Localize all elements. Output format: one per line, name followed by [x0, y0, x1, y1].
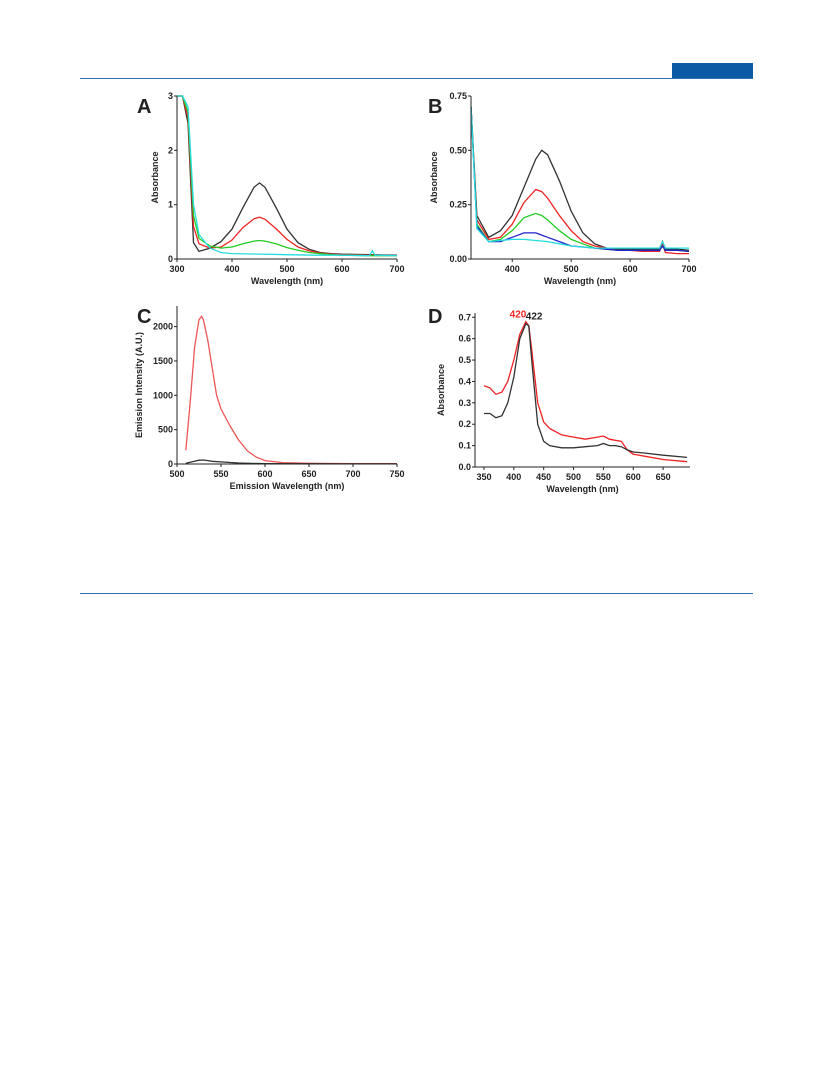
x-tick-label: 550	[213, 469, 228, 479]
x-axis-label: Emission Wavelength (nm)	[230, 481, 345, 491]
x-tick-label: 650	[301, 469, 316, 479]
y-tick-label: 0.6	[458, 334, 471, 344]
y-tick-label: 0.00	[449, 254, 467, 264]
x-tick-label: 600	[257, 469, 272, 479]
y-tick-label: 1	[168, 200, 173, 210]
x-tick-label: 300	[169, 264, 184, 274]
series-line-1	[177, 95, 397, 256]
series-line-2	[471, 106, 689, 255]
y-tick-label: 0.75	[449, 91, 467, 101]
peak-annotation: 422	[526, 311, 543, 322]
series-line-4	[177, 95, 397, 257]
panel-letter: B	[428, 96, 442, 118]
y-tick-label: 0.1	[458, 441, 471, 451]
x-tick-label: 650	[656, 472, 671, 482]
panel-b: B 400 500 600 700 0.00 0.25 0.50 0.75 Wavelength …	[428, 91, 697, 286]
x-tick-label: 600	[334, 264, 349, 274]
series-line-3	[177, 95, 397, 257]
series-line-4	[471, 106, 689, 253]
y-tick-label: 0	[168, 459, 173, 469]
panel-letter: C	[137, 306, 151, 328]
y-tick-label: 2	[168, 145, 173, 155]
y-axis-label: Absorbance	[150, 151, 160, 203]
x-axis-label: Wavelength (nm)	[251, 276, 323, 286]
y-tick-label: 1000	[153, 390, 173, 400]
x-tick-label: 700	[681, 264, 696, 274]
x-tick-label: 700	[389, 264, 404, 274]
x-tick-label: 450	[536, 472, 551, 482]
x-tick-label: 400	[505, 264, 520, 274]
header-tab	[672, 63, 753, 78]
series-line-1	[483, 320, 688, 463]
y-tick-label: 0	[168, 254, 173, 264]
y-tick-label: 0.3	[458, 398, 471, 408]
y-tick-label: 500	[158, 425, 173, 435]
y-tick-label: 1500	[153, 356, 173, 366]
x-tick-label: 350	[476, 472, 491, 482]
x-tick-label: 500	[564, 264, 579, 274]
y-tick-label: 0.7	[458, 312, 471, 322]
series-line-3	[471, 106, 689, 253]
x-tick-label: 400	[224, 264, 239, 274]
y-tick-label: 0.50	[449, 145, 467, 155]
peak-annotation: 420	[510, 309, 527, 320]
x-tick-label: 550	[596, 472, 611, 482]
x-tick-label: 600	[626, 472, 641, 482]
series-line-2	[484, 322, 688, 459]
y-tick-label: 0.25	[449, 200, 467, 210]
panel-a: A 300 400 500 600 700 0 1 2 3 Wavelength (nm) Absor…	[137, 91, 405, 286]
series-line-5	[471, 106, 689, 249]
y-axis-label: Absorbance	[436, 364, 446, 416]
x-tick-label: 400	[506, 472, 521, 482]
panel-letter: D	[428, 306, 442, 328]
bottom-rule	[80, 593, 753, 594]
y-tick-label: 0.2	[458, 419, 471, 429]
y-tick-label: 0.5	[458, 355, 471, 365]
x-tick-label: 750	[389, 469, 404, 479]
y-tick-label: 0.0	[458, 462, 471, 472]
x-tick-label: 700	[345, 469, 360, 479]
y-axis-label: Absorbance	[429, 151, 439, 203]
x-tick-label: 500	[279, 264, 294, 274]
series-line-2	[185, 459, 397, 464]
y-tick-label: 0.4	[458, 376, 471, 386]
x-tick-label: 500	[566, 472, 581, 482]
series-line-1	[185, 315, 397, 464]
y-axis-label: Emission Intensity (A.U.)	[134, 332, 144, 438]
y-tick-label: 2000	[153, 322, 173, 332]
x-tick-label: 600	[623, 264, 638, 274]
top-rule	[80, 78, 753, 79]
y-tick-label: 3	[168, 91, 173, 101]
series-line-2	[177, 95, 397, 257]
x-tick-label: 500	[169, 469, 184, 479]
series-line-1	[471, 106, 689, 251]
x-axis-label: Wavelength (nm)	[546, 484, 618, 494]
x-axis-label: Wavelength (nm)	[544, 276, 616, 286]
panel-d: D 350 400 450 500 550 600 650 0.0 0.1 0.2 0.3 0.4 0.5…	[428, 306, 690, 494]
panel-letter: A	[137, 96, 151, 118]
